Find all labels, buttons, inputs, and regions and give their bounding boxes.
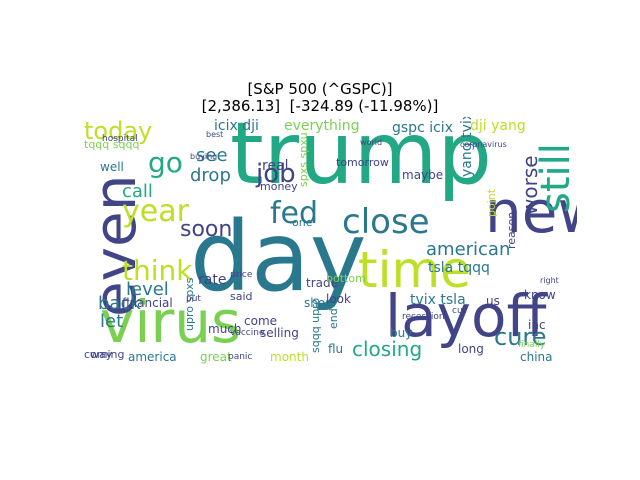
word-cloud-word-point: point xyxy=(485,188,498,217)
word-cloud-word-dji-yang: dji yang xyxy=(470,118,526,134)
word-cloud-word-china: china xyxy=(520,350,553,364)
word-cloud-word-let: let xyxy=(100,311,124,332)
word-cloud-word-know: know xyxy=(524,288,556,302)
word-cloud-word-layoff: layoff xyxy=(385,282,547,350)
word-cloud-word-panic: panic xyxy=(228,352,253,362)
word-cloud-word-hospital: hospital xyxy=(102,134,138,144)
word-cloud-word-selling: selling xyxy=(260,326,299,340)
word-cloud-word-virus: virus xyxy=(100,288,242,356)
word-cloud-word-month: month xyxy=(270,350,309,364)
word-cloud-word-day: day xyxy=(190,201,367,313)
word-cloud-word-upro-spxs: upro spxs xyxy=(183,277,196,331)
word-cloud-word-finally: finally xyxy=(518,340,546,350)
word-cloud-word-time: time xyxy=(358,241,471,299)
word-cloud-word-today: today xyxy=(84,117,153,145)
word-cloud-word-well: well xyxy=(100,160,124,174)
word-cloud-word-said: said xyxy=(230,290,253,303)
word-cloud-word-year: year xyxy=(122,194,189,229)
word-cloud-word-reason: reason xyxy=(505,211,518,249)
word-cloud-word-new: new xyxy=(485,178,577,246)
word-cloud-word-back: back xyxy=(98,293,141,314)
word-cloud-word-worse: worse xyxy=(518,155,542,215)
word-cloud-word-tqqq-sqqq: tqqq sqqq xyxy=(84,138,140,151)
word-cloud-word-closing: closing xyxy=(352,337,423,361)
word-cloud-word-flu: flu xyxy=(328,342,344,356)
figure-title-line-2: [2,386.13] [-324.89 (-11.98%)] xyxy=(201,97,439,115)
word-cloud-word-bottom: bottom xyxy=(326,272,366,285)
word-cloud-word-trade: trade xyxy=(306,276,338,290)
word-cloud-word-everything: everything xyxy=(284,118,360,134)
word-cloud-word-recession: recession xyxy=(402,312,445,322)
word-cloud-word-buying: buying xyxy=(190,152,218,161)
word-cloud-word-cut: cut xyxy=(452,306,467,316)
word-cloud-word-tomorrow: tomorrow xyxy=(336,156,389,169)
word-cloud-word-coronavirus: coronavirus xyxy=(460,140,507,149)
word-cloud-word-price: price xyxy=(230,270,253,280)
word-cloud-word-right: right xyxy=(540,276,559,285)
word-cloud-word-trump: trump xyxy=(230,117,492,204)
word-cloud-word-american: american xyxy=(426,239,511,260)
word-cloud-word-money: money xyxy=(260,180,298,193)
word-cloud-word-way: way xyxy=(90,348,113,361)
word-cloud-word-come: come xyxy=(244,314,278,328)
word-cloud-word-icix-dji: icix dji xyxy=(214,118,259,134)
word-cloud-word-us: us xyxy=(486,294,500,308)
word-cloud-word-great: great xyxy=(200,350,232,364)
word-cloud-word-call: call xyxy=(122,181,153,202)
word-cloud-word-one: one xyxy=(292,216,313,229)
word-cloud-word-think: think xyxy=(122,254,193,287)
word-cloud-word-cure: cure xyxy=(494,323,547,351)
word-cloud-word-go: go xyxy=(148,146,183,179)
word-cloud-word-spxs-spxu: spxs spxu xyxy=(297,132,310,187)
word-cloud-word-fed: fed xyxy=(270,196,319,231)
word-cloud-word-vaccine: vaccine xyxy=(230,328,265,338)
word-cloud-word-world: world xyxy=(360,138,383,147)
word-cloud-word-rate: rate xyxy=(198,272,227,288)
word-cloud-word-soon: soon xyxy=(180,217,233,242)
word-cloud-word-much: much xyxy=(208,322,242,336)
word-cloud-word-coming: coming xyxy=(84,348,125,361)
word-cloud-word-put: put xyxy=(186,294,201,304)
word-cloud-word-america: america xyxy=(128,350,177,364)
word-cloud-word-real: real xyxy=(262,158,289,174)
word-cloud-word-gspc-icix: gspc icix xyxy=(392,120,453,136)
word-cloud-word-look: look xyxy=(326,292,351,306)
word-cloud-image: trumpdaynewvirustimelayoffevenclosestill… xyxy=(80,117,577,365)
word-cloud-word-still: still xyxy=(533,143,577,213)
word-cloud-word-short: short xyxy=(304,296,335,310)
word-cloud-word-inc: inc xyxy=(528,318,546,332)
word-cloud-word-financial: financial xyxy=(122,296,173,310)
word-cloud-word-long: long xyxy=(458,342,484,356)
word-cloud-word-tvix-tsla: tvix tsla xyxy=(410,292,466,308)
word-cloud-word-end: end xyxy=(327,308,340,329)
word-cloud-word-see: see xyxy=(196,145,228,166)
word-cloud-word-tsla-tqqq: tsla tqqq xyxy=(428,260,490,276)
word-cloud-word-close: close xyxy=(342,202,430,242)
word-cloud-word-maybe: maybe xyxy=(402,168,444,182)
word-cloud-word-best: best xyxy=(206,130,224,139)
word-cloud-word-job: job xyxy=(256,159,296,189)
figure-title-line-1: [S&P 500 (^GSPC)] xyxy=(247,80,393,98)
word-cloud-word-buy: buy xyxy=(390,326,413,340)
word-cloud-word-drop: drop xyxy=(190,165,231,186)
word-cloud-word-level: level xyxy=(126,279,169,300)
